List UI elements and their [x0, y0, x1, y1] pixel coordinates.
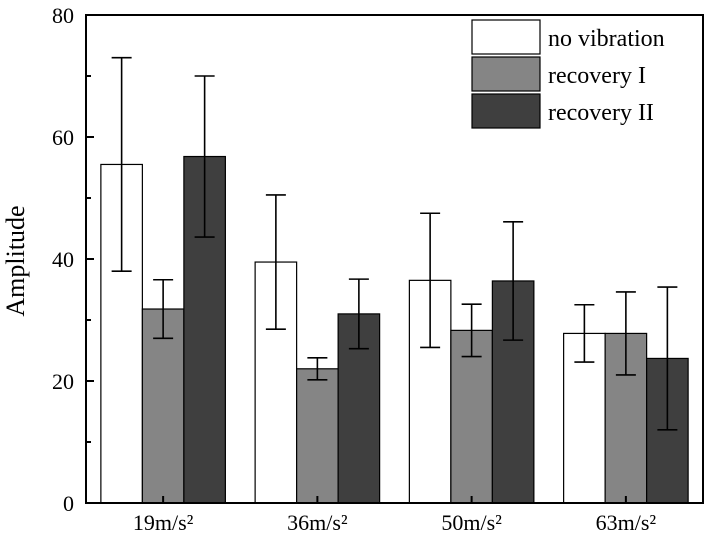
y-tick-label: 40	[52, 247, 74, 272]
legend-swatch-recovery-ii	[471, 93, 541, 129]
x-tick-label: 36m/s²	[287, 510, 348, 535]
y-tick-label: 20	[52, 369, 74, 394]
y-tick-label: 80	[52, 3, 74, 28]
legend: no vibration recovery I recovery II	[471, 19, 665, 129]
x-tick-label: 63m/s²	[596, 510, 657, 535]
y-tick-label: 0	[63, 491, 74, 516]
y-tick-label: 60	[52, 125, 74, 150]
y-axis-title: Amplitude	[1, 205, 30, 316]
x-tick-label: 50m/s²	[441, 510, 502, 535]
bar-recovery-i	[296, 368, 339, 504]
legend-label: recovery I	[548, 63, 646, 89]
legend-label: no vibration	[548, 26, 665, 52]
legend-label: recovery II	[548, 100, 654, 126]
x-tick-label: 19m/s²	[133, 510, 194, 535]
bar-recovery-i	[141, 308, 185, 504]
legend-swatch-recovery-i	[471, 56, 541, 92]
legend-swatch-no-vibration	[471, 19, 541, 55]
